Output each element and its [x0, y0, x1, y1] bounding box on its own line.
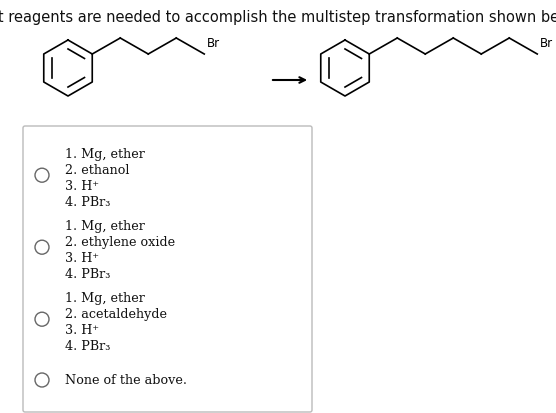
Text: 4. PBr₃: 4. PBr₃: [65, 196, 111, 209]
Text: Br: Br: [540, 37, 553, 50]
Text: 2. acetaldehyde: 2. acetaldehyde: [65, 308, 167, 321]
Text: 1. Mg, ether: 1. Mg, ether: [65, 148, 145, 161]
Text: 4. PBr₃: 4. PBr₃: [65, 340, 111, 353]
Text: What reagents are needed to accomplish the multistep transformation shown below?: What reagents are needed to accomplish t…: [0, 10, 556, 25]
Text: 3. H⁺: 3. H⁺: [65, 180, 99, 193]
Text: Br: Br: [207, 37, 220, 50]
Text: 1. Mg, ether: 1. Mg, ether: [65, 220, 145, 233]
Text: 3. H⁺: 3. H⁺: [65, 252, 99, 265]
Text: 3. H⁺: 3. H⁺: [65, 324, 99, 337]
Text: 1. Mg, ether: 1. Mg, ether: [65, 292, 145, 305]
Text: None of the above.: None of the above.: [65, 373, 187, 387]
Text: 2. ethylene oxide: 2. ethylene oxide: [65, 236, 175, 249]
Text: 4. PBr₃: 4. PBr₃: [65, 268, 111, 281]
FancyBboxPatch shape: [23, 126, 312, 412]
Text: 2. ethanol: 2. ethanol: [65, 164, 130, 177]
